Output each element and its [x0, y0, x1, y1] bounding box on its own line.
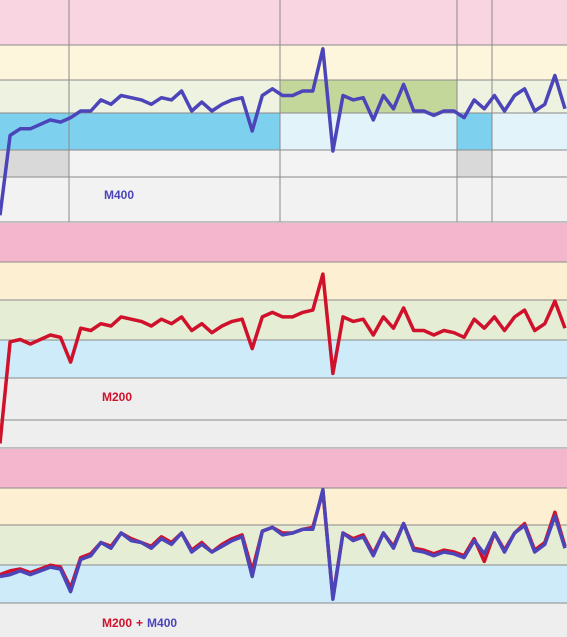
panel-1-background: [0, 0, 567, 223]
series-line: [0, 487, 567, 601]
legend-joiner: +: [136, 616, 143, 630]
panel-label: M400: [104, 188, 134, 202]
panel-3-background: [0, 449, 567, 637]
legend-label: M200: [102, 616, 132, 630]
legend-label: M400: [147, 616, 177, 630]
panel-label: M200: [102, 390, 132, 404]
series-line: [0, 272, 567, 444]
series-line: [0, 47, 567, 216]
panel-2-background: [0, 223, 567, 449]
